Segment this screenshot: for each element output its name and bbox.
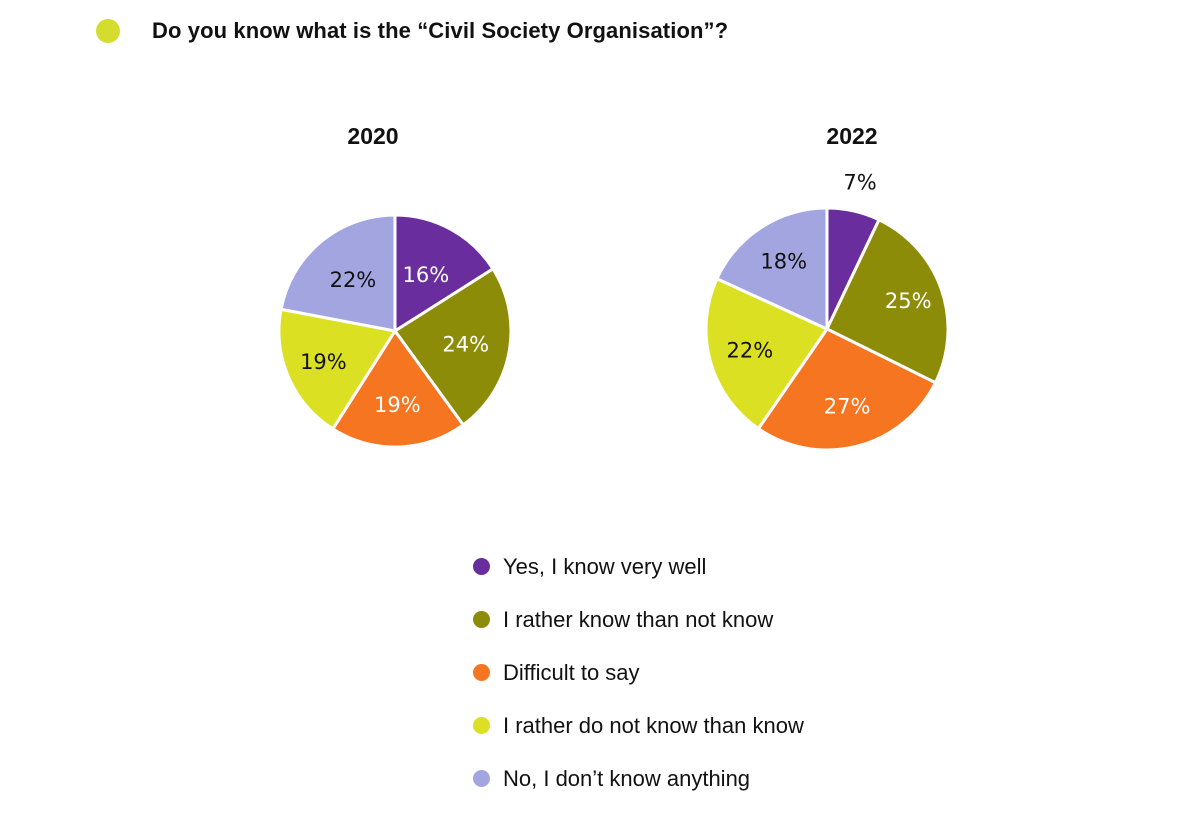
pie-slice-2020-dont-know-anything xyxy=(279,213,397,333)
title-bullet-icon xyxy=(96,19,120,43)
pie-label-2020-dont-know-anything: 22% xyxy=(330,268,377,292)
pie-label-2020-difficult-to-say: 19% xyxy=(374,393,421,417)
pie-title-2022: 2022 xyxy=(826,123,878,149)
pie-label-2020-rather-not-know: 19% xyxy=(300,350,347,374)
legend-label: Yes, I know very well xyxy=(503,553,707,579)
legend-dot-icon xyxy=(473,558,490,575)
legend-item-yes-know-well: Yes, I know very well xyxy=(473,540,804,593)
legend-item-rather-not-know: I rather do not know than know xyxy=(473,699,804,752)
chart-header: Do you know what is the “Civil Society O… xyxy=(96,14,728,48)
pie-slice-2022-difficult-to-say xyxy=(756,327,937,452)
pie-label-2022-yes-know-well: 7% xyxy=(843,171,876,195)
pie-slice-2020-difficult-to-say xyxy=(331,329,465,449)
legend-item-dont-know-anything: No, I don’t know anything xyxy=(473,752,804,805)
legend-label: No, I don’t know anything xyxy=(503,765,751,791)
legend-label: Difficult to say xyxy=(503,659,640,685)
pie-slice-2022-dont-know-anything xyxy=(715,206,829,331)
pie-slice-2020-yes-know-well xyxy=(393,213,495,333)
pie-title-2020: 2020 xyxy=(347,123,399,149)
pie-label-2022-rather-not-know: 22% xyxy=(727,338,774,362)
pie-slice-2020-rather-not-know xyxy=(277,307,397,431)
page-title: Do you know what is the “Civil Society O… xyxy=(152,18,729,43)
pie-label-2022-difficult-to-say: 27% xyxy=(824,394,871,418)
legend-label: I rather know than not know xyxy=(503,606,774,632)
pie-label-2022-rather-know: 25% xyxy=(885,289,932,313)
legend-dot-icon xyxy=(473,717,490,734)
pie-slice-2022-rather-know xyxy=(825,218,950,385)
legend-item-rather-know: I rather know than not know xyxy=(473,593,804,646)
legend-label: I rather do not know than know xyxy=(503,712,804,738)
pie-label-2020-yes-know-well: 16% xyxy=(402,263,449,287)
legend-dot-icon xyxy=(473,611,490,628)
pie-2022: 7% 25% 27% 22% 18% xyxy=(704,171,950,452)
legend-item-difficult-to-say: Difficult to say xyxy=(473,646,804,699)
pie-label-2020-rather-know: 24% xyxy=(442,332,489,356)
legend-dot-icon xyxy=(473,664,490,681)
pie-2020: 16% 24% 19% 19% 22% xyxy=(277,213,513,449)
legend: Yes, I know very well I rather know than… xyxy=(473,540,804,805)
legend-dot-icon xyxy=(473,770,490,787)
pie-slice-2020-rather-know xyxy=(393,267,513,427)
pie-label-2022-dont-know-anything: 18% xyxy=(760,250,807,274)
